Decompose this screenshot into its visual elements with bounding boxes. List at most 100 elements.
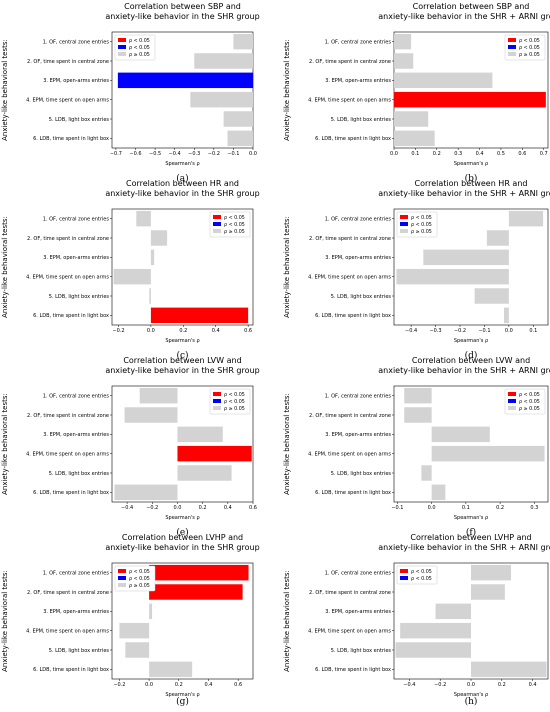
chart-title: Correlation between LVW and [412, 356, 530, 365]
panel-letter: (b) [465, 173, 478, 184]
x-tick-label: −0.1 [391, 505, 403, 511]
category-label: 5. LDB, light box entries [331, 471, 392, 477]
x-tick-label: −0.2 [146, 505, 158, 511]
bar [431, 445, 545, 462]
x-tick-label: −0.6 [129, 151, 141, 157]
category-label: 3. EPM, open-arms entries [325, 78, 391, 84]
chart-panel-a: Correlation between SBP andanxiety-like … [1, 2, 260, 184]
category-label: 4. EPM, time spent on open arms [26, 628, 109, 634]
chart-title: Correlation between LVW and [123, 356, 241, 365]
bar [190, 91, 253, 108]
category-label: 1. OF, central zone entries [325, 39, 392, 45]
x-axis-label: Spearman's ρ [165, 515, 199, 521]
x-tick-label: 0.2 [179, 328, 187, 334]
legend: ρ < 0.05ρ < 0.05ρ ≥ 0.05 [114, 565, 156, 592]
x-tick-label: 0.0 [390, 151, 398, 157]
bar [117, 72, 253, 89]
bar [149, 564, 249, 581]
y-axis-label: Anxiety-like behavioral tests: [1, 216, 9, 318]
bar [194, 53, 253, 69]
legend-swatch [118, 569, 126, 573]
x-tick-label: −0.2 [113, 682, 125, 688]
x-tick-label: 0.4 [212, 328, 220, 334]
category-label: 3. EPM, open-arms entries [325, 432, 391, 438]
bar [474, 288, 509, 304]
legend-label: ρ ≥ 0.05 [129, 583, 150, 589]
x-tick-label: −0.4 [121, 505, 133, 511]
chart-title: anxiety-like behavior in the SHR + ARNI … [378, 366, 550, 375]
category-label: 5. LDB, light box entries [49, 648, 110, 654]
legend-label: ρ ≥ 0.05 [519, 52, 540, 58]
category-label: 6. LDB, time spent in light box [315, 313, 391, 319]
bar [471, 584, 505, 600]
x-tick-label: 0.6 [518, 151, 526, 157]
bar [508, 210, 544, 227]
legend-label: ρ < 0.05 [519, 38, 540, 44]
bar [124, 407, 178, 423]
bar [125, 642, 150, 658]
category-label: 5. LDB, light box entries [331, 648, 392, 654]
legend-swatch [118, 52, 126, 56]
chart-title: Correlation between HR and [126, 179, 239, 188]
x-tick-label: −0.4 [403, 682, 415, 688]
category-label: 2. OF, time spent in central zone [309, 590, 391, 596]
bar [421, 465, 432, 481]
legend-label: ρ < 0.05 [129, 45, 150, 51]
x-tick-label: 0.0 [249, 151, 257, 157]
legend: ρ < 0.05ρ < 0.05 [396, 565, 438, 585]
bar [139, 387, 178, 404]
x-axis-label: Spearman's ρ [454, 692, 488, 698]
y-axis-label: Anxiety-like behavioral tests: [1, 570, 9, 672]
x-tick-label: −0.2 [112, 328, 124, 334]
category-label: 4. EPM, time spent on open arms [26, 97, 109, 103]
bar [394, 53, 414, 69]
category-label: 5. LDB, light box entries [49, 294, 110, 300]
x-axis-label: Spearman's ρ [165, 161, 199, 167]
x-tick-label: 0.7 [540, 151, 548, 157]
legend-swatch [400, 222, 408, 226]
legend-swatch [118, 45, 126, 49]
legend-swatch [400, 576, 408, 580]
category-label: 5. LDB, light box entries [49, 117, 110, 123]
x-tick-label: 0.0 [428, 505, 436, 511]
legend: ρ < 0.05ρ < 0.05ρ ≥ 0.05 [504, 34, 546, 61]
x-tick-label: −0.4 [169, 151, 181, 157]
category-label: 5. LDB, light box entries [331, 294, 392, 300]
bar [136, 210, 151, 227]
legend-swatch [400, 215, 408, 219]
x-axis-label: Spearman's ρ [165, 338, 199, 344]
x-tick-label: 0.0 [505, 328, 513, 334]
x-axis-label: Spearman's ρ [454, 515, 488, 521]
legend-swatch [213, 215, 221, 219]
panel-letter: (d) [465, 350, 478, 361]
bar [177, 465, 232, 481]
x-tick-label: 0.2 [433, 151, 441, 157]
panel-letter: (g) [176, 696, 189, 707]
x-tick-label: 0.5 [497, 151, 505, 157]
x-tick-label: 0.2 [175, 682, 183, 688]
category-label: 2. OF, time spent in central zone [309, 413, 391, 419]
panel-letter: (f) [466, 527, 476, 538]
x-tick-label: 0.1 [529, 328, 537, 334]
category-label: 1. OF, central zone entries [325, 216, 392, 222]
category-label: 5. LDB, light box entries [331, 117, 392, 123]
category-label: 4. EPM, time spent on open arms [308, 451, 391, 457]
chart-title: Correlation between HR and [415, 179, 528, 188]
legend-label: ρ ≥ 0.05 [519, 406, 540, 412]
bar [227, 130, 253, 147]
y-axis-label: Anxiety-like behavioral tests: [283, 570, 291, 672]
bar [471, 661, 547, 678]
category-label: 1. OF, central zone entries [43, 393, 110, 399]
chart-title: anxiety-like behavior in the SHR + ARNI … [378, 543, 550, 552]
x-tick-label: −0.2 [454, 328, 466, 334]
y-axis-label: Anxiety-like behavioral tests: [283, 393, 291, 495]
x-tick-label: 0.6 [249, 505, 257, 511]
legend-swatch [508, 38, 516, 42]
y-axis-label: Anxiety-like behavioral tests: [1, 393, 9, 495]
chart-title: Correlation between LVHP and [410, 533, 531, 542]
legend-label: ρ < 0.05 [224, 215, 245, 221]
panel-letter: (c) [176, 350, 188, 361]
